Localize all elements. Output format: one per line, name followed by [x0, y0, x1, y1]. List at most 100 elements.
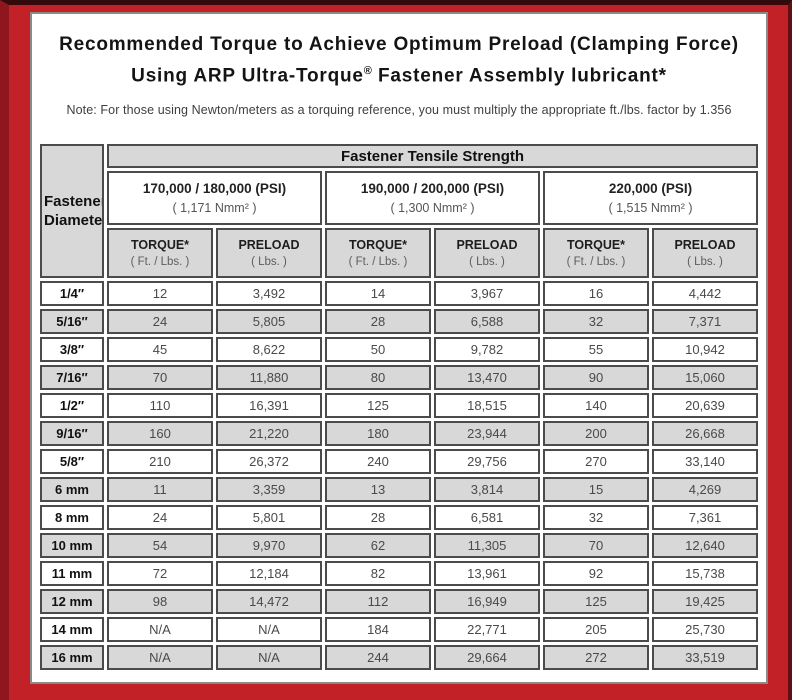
preload-subheader-3: PRELOAD ( Lbs. )	[652, 228, 758, 279]
torque-value: 13	[325, 477, 431, 503]
preload-value: 3,492	[216, 281, 322, 307]
preload-value: 5,805	[216, 309, 322, 335]
conversion-note: Note: For those using Newton/meters as a…	[66, 103, 732, 118]
preload-value: 6,588	[434, 309, 540, 335]
preload-units-3: ( Lbs. )	[687, 256, 723, 269]
fastener-diameter-value: 3/8″	[40, 337, 104, 363]
preload-value: 21,220	[216, 421, 322, 447]
torque-subheader-2: TORQUE* ( Ft. / Lbs. )	[325, 228, 431, 279]
fastener-diameter-value: 1/2″	[40, 393, 104, 419]
torque-value: 70	[543, 533, 649, 559]
psi-group-2-rating: 190,000 / 200,000 (PSI)	[360, 181, 505, 197]
preload-value: 6,581	[434, 505, 540, 531]
torque-value: 112	[325, 589, 431, 615]
fastener-diameter-header-line1: Fastener	[44, 193, 104, 211]
torque-value: 16	[543, 281, 649, 307]
preload-value: 23,944	[434, 421, 540, 447]
table-row: 1/4″ 12 3,492 14 3,967 16 4,442	[40, 281, 758, 307]
preload-value: 29,756	[434, 449, 540, 475]
fastener-diameter-value: 14 mm	[40, 617, 104, 643]
preload-value: 11,305	[434, 533, 540, 559]
table-row: 16 mm N/A N/A 244 29,664 272 33,519	[40, 645, 758, 671]
torque-value: 200	[543, 421, 649, 447]
fastener-diameter-value: 8 mm	[40, 505, 104, 531]
torque-value: 110	[107, 393, 213, 419]
psi-header-row: 170,000 / 180,000 (PSI) ( 1,171 Nmm² ) 1…	[40, 171, 758, 226]
preload-value: 22,771	[434, 617, 540, 643]
torque-value: 62	[325, 533, 431, 559]
torque-value: 54	[107, 533, 213, 559]
preload-value: 12,640	[652, 533, 758, 559]
preload-units-2: ( Lbs. )	[469, 256, 505, 269]
table-row: 3/8″ 45 8,622 50 9,782 55 10,942	[40, 337, 758, 363]
preload-value: 15,060	[652, 365, 758, 391]
content-panel: Recommended Torque to Achieve Optimum Pr…	[30, 12, 768, 684]
table-row: 11 mm 72 12,184 82 13,961 92 15,738	[40, 561, 758, 587]
torque-value: 24	[107, 505, 213, 531]
torque-value: 50	[325, 337, 431, 363]
torque-value: 125	[543, 589, 649, 615]
torque-preload-subheader-row: TORQUE* ( Ft. / Lbs. ) PRELOAD ( Lbs. ) …	[40, 228, 758, 279]
torque-value: 90	[543, 365, 649, 391]
fastener-diameter-value: 1/4″	[40, 281, 104, 307]
psi-group-1-rating: 170,000 / 180,000 (PSI)	[142, 181, 287, 197]
torque-table-body: 1/4″ 12 3,492 14 3,967 16 4,442 5/16″ 24 5,805 28 6…	[40, 281, 758, 671]
preload-value: 13,470	[434, 365, 540, 391]
fastener-diameter-value: 5/16″	[40, 309, 104, 335]
preload-value: 11,880	[216, 365, 322, 391]
preload-value: 19,425	[652, 589, 758, 615]
preload-subheader-2: PRELOAD ( Lbs. )	[434, 228, 540, 279]
table-row: 5/16″ 24 5,805 28 6,588 32 7,371	[40, 309, 758, 335]
preload-units-1: ( Lbs. )	[251, 256, 287, 269]
page-title-line2-text: Using ARP Ultra-Torque	[131, 65, 364, 87]
preload-value: 9,782	[434, 337, 540, 363]
torque-value: 240	[325, 449, 431, 475]
torque-value: 180	[325, 421, 431, 447]
preload-value: 7,371	[652, 309, 758, 335]
torque-subheader-1: TORQUE* ( Ft. / Lbs. )	[107, 228, 213, 279]
preload-value: 26,372	[216, 449, 322, 475]
torque-subheader-3: TORQUE* ( Ft. / Lbs. )	[543, 228, 649, 279]
preload-value: 16,391	[216, 393, 322, 419]
preload-value: 4,269	[652, 477, 758, 503]
table-row: 6 mm 11 3,359 13 3,814 15 4,269	[40, 477, 758, 503]
torque-value: 32	[543, 505, 649, 531]
fastener-diameter-value: 7/16″	[40, 365, 104, 391]
table-row: 9/16″ 160 21,220 180 23,944 200 26,668	[40, 421, 758, 447]
torque-value: 11	[107, 477, 213, 503]
torque-value: 205	[543, 617, 649, 643]
table-row: 5/8″ 210 26,372 240 29,756 270 33,140	[40, 449, 758, 475]
fastener-diameter-value: 9/16″	[40, 421, 104, 447]
preload-value: 33,519	[652, 645, 758, 671]
torque-value: 272	[543, 645, 649, 671]
fastener-diameter-value: 11 mm	[40, 561, 104, 587]
preload-label-3: PRELOAD	[674, 238, 736, 253]
page-title: Recommended Torque to Achieve Optimum Pr…	[32, 32, 766, 89]
page-title-line2-rest: Fastener Assembly lubricant*	[371, 65, 667, 87]
psi-group-3-rating: 220,000 (PSI)	[608, 181, 693, 197]
torque-value: 82	[325, 561, 431, 587]
fastener-diameter-value: 5/8″	[40, 449, 104, 475]
psi-group-2-header: 190,000 / 200,000 (PSI) ( 1,300 Nmm² )	[325, 171, 540, 226]
torque-units-2: ( Ft. / Lbs. )	[348, 256, 408, 269]
torque-value: 160	[107, 421, 213, 447]
page-title-line2: Using ARP Ultra-Torque® Fastener Assembl…	[32, 58, 766, 89]
preload-value: 7,361	[652, 505, 758, 531]
tensile-strength-header: Fastener Tensile Strength	[107, 144, 758, 169]
torque-value: 92	[543, 561, 649, 587]
torque-label-2: TORQUE*	[348, 238, 408, 253]
preload-value: 29,664	[434, 645, 540, 671]
preload-value: N/A	[216, 645, 322, 671]
torque-value: 24	[107, 309, 213, 335]
preload-value: 15,738	[652, 561, 758, 587]
torque-units-3: ( Ft. / Lbs. )	[566, 256, 626, 269]
torque-value: 184	[325, 617, 431, 643]
preload-label-2: PRELOAD	[456, 238, 518, 253]
fastener-diameter-value: 6 mm	[40, 477, 104, 503]
psi-group-2-nmm: ( 1,300 Nmm² )	[390, 201, 475, 216]
torque-value: 244	[325, 645, 431, 671]
torque-value: 15	[543, 477, 649, 503]
preload-value: 3,967	[434, 281, 540, 307]
fastener-diameter-value: 16 mm	[40, 645, 104, 671]
